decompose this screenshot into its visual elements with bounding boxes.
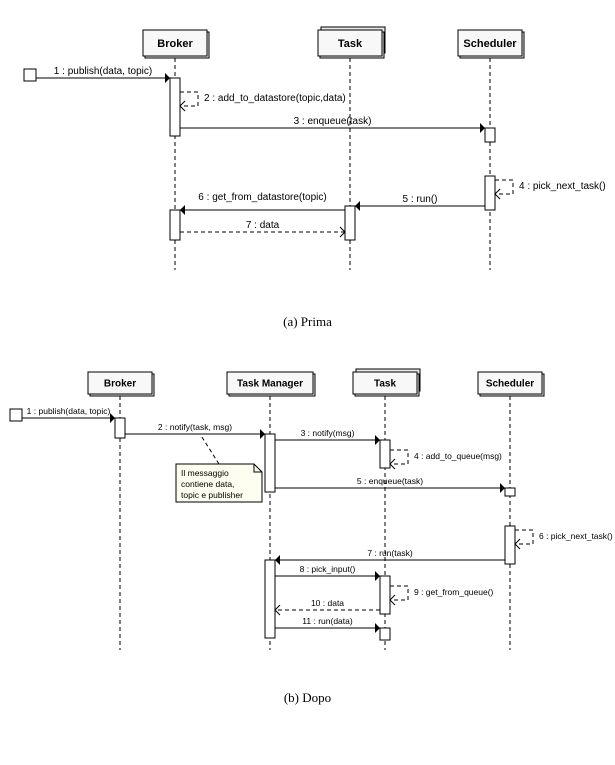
svg-text:4 : add_to_queue(msg): 4 : add_to_queue(msg) [414, 451, 502, 461]
svg-text:5 : run(): 5 : run() [402, 194, 437, 205]
sequence-diagram-b: Broker Task Manager Task Scheduler 1 : publi… [0, 360, 615, 680]
svg-text:Il messaggio: Il messaggio [181, 468, 229, 478]
svg-text:Task: Task [374, 379, 396, 390]
svg-text:1 : publish(data, topic): 1 : publish(data, topic) [54, 66, 152, 77]
svg-text:11 : run(data): 11 : run(data) [302, 616, 353, 626]
svg-text:6 : get_from_datastore(topic): 6 : get_from_datastore(topic) [198, 192, 326, 203]
svg-text:Scheduler: Scheduler [463, 38, 517, 50]
svg-text:3 : notify(msg): 3 : notify(msg) [301, 428, 355, 438]
svg-text:Broker: Broker [157, 38, 193, 50]
svg-text:8 : pick_input(): 8 : pick_input() [300, 564, 356, 574]
svg-text:2 : notify(task, msg): 2 : notify(task, msg) [158, 422, 232, 432]
sequence-diagram-a: Broker Task Scheduler 1 : publish(data, top… [0, 0, 615, 320]
svg-text:topic e publisher: topic e publisher [181, 490, 243, 500]
svg-text:Scheduler: Scheduler [486, 379, 534, 390]
svg-text:Task Manager: Task Manager [237, 379, 303, 390]
svg-text:9 : get_from_queue(): 9 : get_from_queue() [414, 587, 494, 597]
svg-text:7 : run(task): 7 : run(task) [367, 548, 413, 558]
svg-text:Broker: Broker [104, 379, 136, 390]
svg-text:10 : data: 10 : data [311, 598, 344, 608]
svg-text:7 : data: 7 : data [246, 220, 280, 231]
caption-a: (a) Prima [0, 314, 615, 330]
svg-text:1 : publish(data, topic): 1 : publish(data, topic) [27, 406, 111, 416]
svg-text:5 : enqueue(task): 5 : enqueue(task) [357, 476, 423, 486]
svg-text:3 : enqueue(task): 3 : enqueue(task) [294, 116, 372, 127]
svg-text:contiene data,: contiene data, [181, 479, 234, 489]
caption-b: (b) Dopo [0, 690, 615, 706]
svg-text:Task: Task [338, 38, 363, 50]
svg-text:6 : pick_next_task(): 6 : pick_next_task() [539, 531, 613, 541]
svg-text:2 : add_to_datastore(topic,dat: 2 : add_to_datastore(topic,data) [204, 93, 346, 104]
svg-text:4 : pick_next_task(): 4 : pick_next_task() [519, 181, 606, 192]
